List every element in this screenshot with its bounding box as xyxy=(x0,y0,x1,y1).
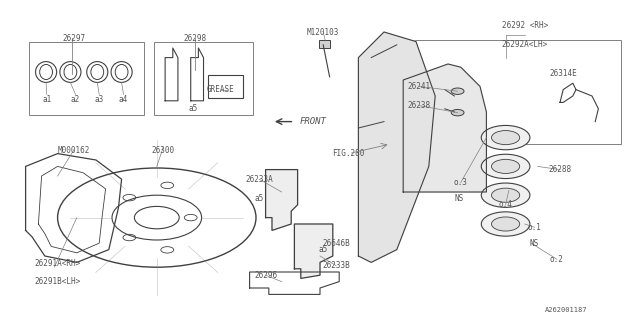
Text: o.3: o.3 xyxy=(454,178,468,187)
Polygon shape xyxy=(403,64,486,192)
Circle shape xyxy=(481,125,530,150)
Text: a5: a5 xyxy=(255,194,264,203)
Circle shape xyxy=(492,217,520,231)
Bar xyxy=(390,40,621,144)
Text: a5: a5 xyxy=(319,245,328,254)
Circle shape xyxy=(481,183,530,207)
Circle shape xyxy=(492,131,520,145)
Circle shape xyxy=(451,109,464,116)
Text: 26296: 26296 xyxy=(254,271,277,280)
Bar xyxy=(29,42,144,115)
Polygon shape xyxy=(358,32,435,262)
Text: 26314E: 26314E xyxy=(549,69,577,78)
Text: NS: NS xyxy=(530,239,539,248)
Text: FRONT: FRONT xyxy=(300,117,326,126)
Text: A262001187: A262001187 xyxy=(545,308,588,313)
Circle shape xyxy=(451,88,464,94)
Text: 26288: 26288 xyxy=(548,165,572,174)
Text: 26646B: 26646B xyxy=(322,239,350,248)
Text: 26292A<LH>: 26292A<LH> xyxy=(502,40,548,49)
Circle shape xyxy=(492,188,520,202)
Text: o.1: o.1 xyxy=(527,223,541,232)
Circle shape xyxy=(492,159,520,173)
Text: 26238: 26238 xyxy=(408,101,431,110)
Bar xyxy=(154,42,253,115)
Text: 26241: 26241 xyxy=(408,82,431,91)
Polygon shape xyxy=(266,170,298,230)
Text: 26233B: 26233B xyxy=(322,261,350,270)
Bar xyxy=(319,40,330,48)
Text: a1: a1 xyxy=(42,95,51,104)
Text: a5: a5 xyxy=(188,104,197,113)
Text: 26300: 26300 xyxy=(152,146,175,155)
Text: a2: a2 xyxy=(71,95,80,104)
Text: GREASE: GREASE xyxy=(207,85,235,94)
Text: 26291B<LH>: 26291B<LH> xyxy=(35,277,81,286)
Bar xyxy=(208,75,243,98)
Text: FIG.280: FIG.280 xyxy=(333,149,365,158)
Circle shape xyxy=(481,212,530,236)
Text: M000162: M000162 xyxy=(58,146,90,155)
Polygon shape xyxy=(294,224,333,278)
Text: a3: a3 xyxy=(95,95,104,104)
Text: 26292 <RH>: 26292 <RH> xyxy=(502,21,548,30)
Text: 26291A<RH>: 26291A<RH> xyxy=(35,260,81,268)
Text: 26233A: 26233A xyxy=(245,175,273,184)
Circle shape xyxy=(481,154,530,179)
Text: o.2: o.2 xyxy=(550,255,564,264)
Text: a4: a4 xyxy=(119,95,128,104)
Text: 26297: 26297 xyxy=(62,34,85,43)
Text: NS: NS xyxy=(455,194,464,203)
Text: 26298: 26298 xyxy=(184,34,207,43)
Text: o.4: o.4 xyxy=(499,200,513,209)
Text: M120103: M120103 xyxy=(307,28,339,36)
